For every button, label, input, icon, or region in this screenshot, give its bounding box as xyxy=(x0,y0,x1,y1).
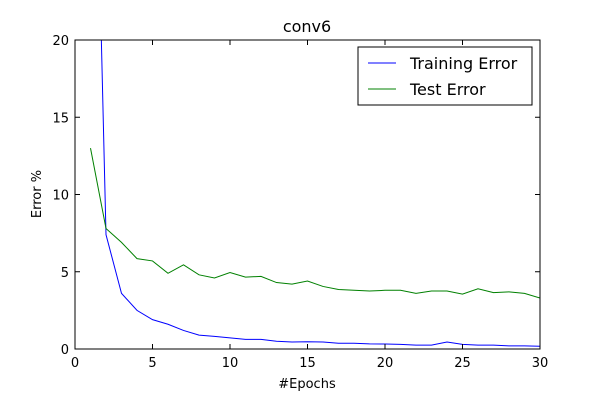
y-tick-label: 0 xyxy=(61,343,69,358)
series-line-test-error xyxy=(90,148,540,299)
x-tick-label: 5 xyxy=(148,356,156,371)
x-tick-label: 10 xyxy=(222,356,239,371)
x-axis-label: #Epochs xyxy=(278,377,336,392)
y-tick-label: 10 xyxy=(52,189,69,204)
x-tick-label: 20 xyxy=(377,356,394,371)
y-tick-label: 5 xyxy=(61,266,69,281)
y-tick-label: 20 xyxy=(52,34,69,49)
series-line-training-error xyxy=(100,40,540,347)
x-tick-label: 15 xyxy=(299,356,316,371)
x-tick-label: 25 xyxy=(454,356,471,371)
x-tick-label: 0 xyxy=(71,356,79,371)
x-tick-label: 30 xyxy=(532,356,549,371)
chart-title: conv6 xyxy=(283,17,331,36)
y-axis-label: Error % xyxy=(30,170,45,218)
legend-box xyxy=(357,46,533,106)
legend-label-test-error: Test Error xyxy=(409,80,486,99)
plot-area: 0 5 10 15 20 25 30 0 5 10 15 20 Training Error Test E… xyxy=(52,34,548,371)
y-tick-label: 15 xyxy=(52,111,69,126)
legend-label-training-error: Training Error xyxy=(409,54,518,73)
legend: Training Error Test Error xyxy=(357,46,533,106)
